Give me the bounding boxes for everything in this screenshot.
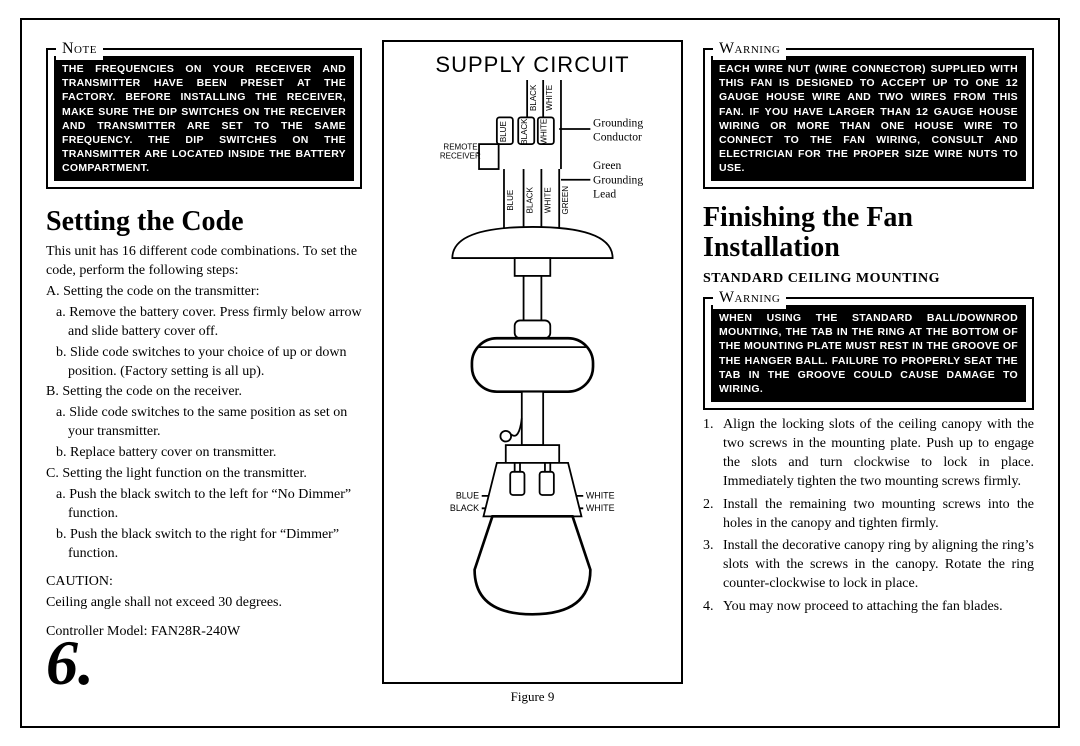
figure-caption: Figure 9 (382, 688, 683, 706)
caution-label: CAUTION: (46, 573, 362, 592)
motor-white1: WHITE (586, 490, 615, 500)
svg-text:Grounding: Grounding (593, 173, 643, 186)
wire-green-b: GREEN (561, 185, 570, 214)
step-b-a: a. Slide code switches to the same posit… (46, 404, 362, 442)
warning-label-2: Warning (713, 287, 786, 309)
wire-label-white-top: WHITE (540, 118, 549, 144)
section-title-setting-code: Setting the Code (46, 203, 362, 241)
wire-label-blue-top: BLUE (499, 121, 508, 142)
step-a: A. Setting the code on the transmitter: (46, 283, 362, 302)
section-title-finishing: Finishing the Fan Installation (703, 203, 1034, 262)
warning-text-1: EACH WIRE NUT (WIRE CONNECTOR) SUPPLIED … (711, 56, 1026, 181)
motor-white2: WHITE (586, 503, 615, 513)
note-box: Note THE FREQUENCIES ON YOUR RECEIVER AN… (46, 48, 362, 189)
remote-receiver-label: REMOTE (443, 142, 477, 151)
install-step-4: 4.You may now proceed to attaching the f… (703, 598, 1034, 617)
wire-label-black: BLACK (529, 84, 538, 111)
warning-box-2: Warning WHEN USING THE STANDARD BALL/DOW… (703, 297, 1034, 410)
warning-label-1: Warning (713, 38, 786, 60)
wire-label-white: WHITE (545, 85, 554, 111)
step-b: B. Setting the code on the receiver. (46, 383, 362, 402)
wire-black-b: BLACK (525, 186, 534, 213)
step-b-b: b. Replace battery cover on transmitter. (46, 444, 362, 463)
install-step-3: 3.Install the decorative canopy ring by … (703, 537, 1034, 594)
svg-text:RECEIVER: RECEIVER (440, 151, 481, 160)
warning-box-1: Warning EACH WIRE NUT (WIRE CONNECTOR) S… (703, 48, 1034, 189)
diagram-title: SUPPLY CIRCUIT (435, 50, 629, 80)
install-steps: 1.Align the locking slots of the ceiling… (703, 416, 1034, 621)
svg-text:Lead: Lead (593, 187, 616, 200)
green-label: Green (593, 159, 621, 172)
step-a-a: a. Remove the battery cover. Press firml… (46, 304, 362, 342)
install-step-2: 2.Install the remaining two mounting scr… (703, 496, 1034, 534)
wire-label-black-top: BLACK (520, 118, 529, 145)
wire-blue-b: BLUE (506, 189, 515, 210)
warning-text-2: WHEN USING THE STANDARD BALL/DOWNROD MOU… (711, 305, 1026, 402)
step-a-b: b. Slide code switches to your choice of… (46, 344, 362, 382)
wire-white-b: WHITE (543, 187, 552, 213)
step-c-b: b. Push the black switch to the right fo… (46, 526, 362, 564)
wiring-diagram: BLACK WHITE BLUE BLACK WHITE (390, 80, 675, 679)
caution-text: Ceiling angle shall not exceed 30 degree… (46, 594, 362, 613)
svg-text:Conductor: Conductor (593, 130, 642, 143)
grounding-conductor-label: Grounding (593, 116, 643, 129)
page-number: 6. (46, 620, 94, 706)
note-label: Note (56, 38, 103, 60)
motor-black: BLACK (450, 503, 479, 513)
note-text: THE FREQUENCIES ON YOUR RECEIVER AND TRA… (54, 56, 354, 181)
diagram-box: SUPPLY CIRCUIT BLACK WHITE (382, 40, 683, 684)
intro-text: This unit has 16 different code combinat… (46, 243, 362, 281)
install-step-1: 1.Align the locking slots of the ceiling… (703, 416, 1034, 492)
step-c-a: a. Push the black switch to the left for… (46, 486, 362, 524)
step-c: C. Setting the light function on the tra… (46, 465, 362, 484)
motor-blue: BLUE (456, 490, 479, 500)
